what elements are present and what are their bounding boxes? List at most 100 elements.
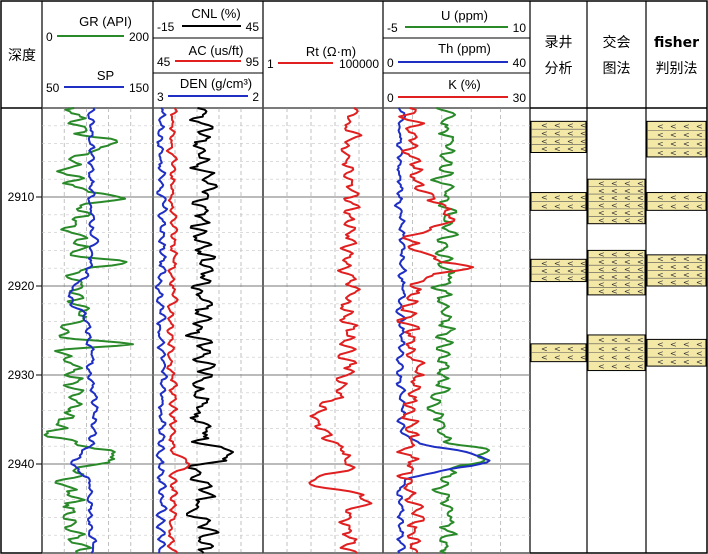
interval-symbol: <: [696, 255, 703, 264]
gr-min: 0: [46, 30, 53, 44]
column-dividers: [41, 1, 647, 553]
cnl-max: 45: [246, 20, 260, 34]
log-curve: [426, 107, 490, 554]
interval-symbol: <: [611, 265, 618, 274]
reservoir-interval: [646, 338, 707, 367]
interval-symbol: <: [624, 258, 631, 267]
interval-symbol: <: [670, 149, 677, 158]
interval-symbol: <: [611, 194, 618, 203]
interval-symbol: <: [683, 131, 690, 140]
interval-symbol: <: [541, 274, 548, 283]
interval-symbol: <: [637, 194, 644, 203]
log-curve: [43, 107, 134, 554]
cnl-min: -15: [157, 20, 175, 34]
interval-symbol: <: [696, 263, 703, 272]
interval-symbol: <: [624, 280, 631, 289]
interval-symbol: <: [611, 186, 618, 195]
interval-symbol: <: [637, 209, 644, 218]
interval-symbol: <: [580, 344, 587, 353]
interval-symbol: <: [657, 270, 664, 279]
interval-symbol: <: [598, 344, 605, 353]
interval-symbol: <: [670, 263, 677, 272]
interval-symbol: <: [541, 137, 548, 146]
interval-symbol: <: [683, 149, 690, 158]
interval-symbol: <: [598, 265, 605, 274]
interval-symbol: <: [611, 216, 618, 225]
interval-symbol: <: [637, 362, 644, 371]
interval-symbol: <: [624, 209, 631, 218]
interval-symbol: <: [670, 131, 677, 140]
interval-symbol: <: [541, 145, 548, 154]
log-curve: [67, 107, 100, 554]
interval-symbol: <: [598, 250, 605, 259]
interp-title-2: 判别法: [656, 61, 698, 77]
interpretation-columns: < < < << < < << < < << < < << < < << < < << < < << < < << < < << < < <…: [530, 120, 707, 371]
interval-symbol: <: [683, 349, 690, 358]
interval-symbol: <: [598, 179, 605, 188]
interp-title-2: 分析: [545, 61, 573, 77]
interval-symbol: <: [637, 216, 644, 225]
interval-symbol: <: [624, 179, 631, 188]
interval-symbol: <: [683, 270, 690, 279]
interval-symbol: <: [554, 137, 561, 146]
interval-symbol: <: [554, 129, 561, 138]
interval-symbol: <: [696, 122, 703, 131]
interval-symbol: <: [624, 287, 631, 296]
interval-symbol: <: [611, 335, 618, 344]
interval-symbol: <: [637, 335, 644, 344]
interval-symbol: <: [637, 287, 644, 296]
interval-symbol: <: [657, 278, 664, 287]
th-max: 40: [513, 56, 527, 70]
interval-symbol: <: [611, 272, 618, 281]
log-curves: [43, 107, 491, 554]
interval-symbol: <: [567, 266, 574, 275]
interval-symbol: <: [624, 194, 631, 203]
interval-symbol: <: [554, 344, 561, 353]
interval-symbol: <: [567, 202, 574, 211]
interval-symbol: <: [580, 129, 587, 138]
interval-symbol: <: [637, 250, 644, 259]
rt-min: 1: [267, 57, 274, 71]
log-curve: [185, 107, 234, 554]
interval-symbol: <: [567, 145, 574, 154]
interval-symbol: <: [696, 202, 703, 211]
depth-tick-label: 2930: [8, 368, 35, 382]
interval-symbol: <: [624, 344, 631, 353]
interval-symbol: <: [541, 259, 548, 268]
k-max: 30: [513, 91, 527, 105]
interval-symbol: <: [611, 353, 618, 362]
interval-symbol: <: [696, 149, 703, 158]
interval-symbol: <: [670, 340, 677, 349]
interval-symbol: <: [598, 194, 605, 203]
cnl-label: CNL (%): [191, 6, 240, 21]
interval-symbol: <: [683, 278, 690, 287]
interval-symbol: <: [580, 193, 587, 202]
interval-symbol: <: [580, 259, 587, 268]
interval-symbol: <: [541, 129, 548, 138]
interval-symbol: <: [696, 278, 703, 287]
interval-symbol: <: [624, 265, 631, 274]
sp-min: 50: [46, 81, 60, 95]
interval-symbol: <: [598, 258, 605, 267]
depth-header: 深度: [8, 48, 36, 64]
interval-symbol: <: [657, 122, 664, 131]
interval-symbol: <: [637, 272, 644, 281]
interval-symbol: <: [657, 349, 664, 358]
interp-title-1: 录井: [545, 35, 573, 51]
interval-symbol: <: [637, 353, 644, 362]
k-min: 0: [387, 91, 394, 105]
interval-symbol: <: [580, 137, 587, 146]
interp-title-1: 交会: [603, 34, 631, 51]
interval-symbol: <: [670, 349, 677, 358]
interval-symbol: <: [683, 140, 690, 149]
interval-symbol: <: [624, 186, 631, 195]
log-curve: [308, 107, 373, 554]
interval-symbol: <: [657, 202, 664, 211]
ac-max: 95: [246, 55, 260, 69]
depth-tick-label: 2940: [8, 457, 35, 471]
depth-tick-label: 2920: [8, 279, 35, 293]
reservoir-interval: [530, 258, 587, 283]
interval-symbol: <: [541, 193, 548, 202]
